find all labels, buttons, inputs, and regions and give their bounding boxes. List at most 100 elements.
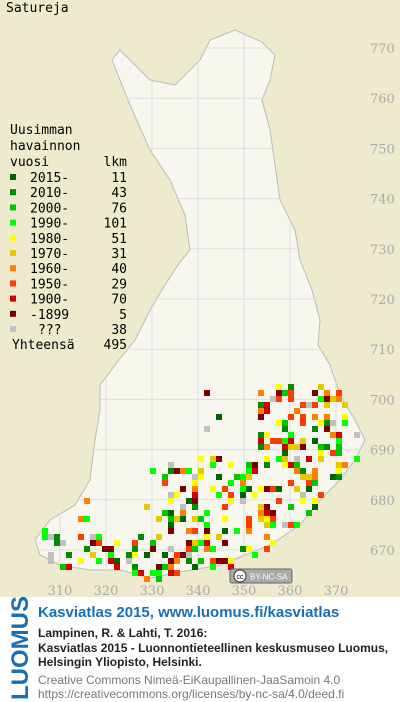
occurrence-dot: [192, 498, 198, 504]
occurrence-dot: [162, 552, 168, 558]
occurrence-dot: [174, 558, 180, 564]
occurrence-dot: [60, 564, 66, 570]
legend-count: 29: [111, 277, 127, 292]
occurrence-dot: [246, 546, 252, 552]
occurrence-dot: [240, 498, 246, 504]
occurrence-dot: [270, 510, 276, 516]
y-grid-label: 770: [370, 42, 395, 57]
occurrence-dot: [210, 456, 216, 462]
species-title: Satureja: [6, 1, 69, 16]
citation: Kasviatlas 2015 - Luonnontieteellinen ke…: [38, 641, 388, 655]
occurrence-dot: [108, 546, 114, 552]
occurrence-dot: [222, 528, 228, 534]
legend-label: 1990-: [30, 217, 69, 232]
occurrence-dot: [294, 486, 300, 492]
occurrence-dot: [276, 456, 282, 462]
occurrence-dot: [336, 450, 342, 456]
occurrence-dot: [264, 516, 270, 522]
occurrence-dot: [306, 480, 312, 486]
occurrence-dot: [204, 534, 210, 540]
occurrence-dot: [246, 486, 252, 492]
occurrence-dot: [258, 408, 264, 414]
occurrence-dot: [354, 432, 360, 438]
occurrence-dot: [300, 498, 306, 504]
occurrence-dot: [132, 540, 138, 546]
occurrence-dot: [330, 450, 336, 456]
legend-count: 70: [111, 293, 127, 308]
occurrence-dot: [168, 558, 174, 564]
occurrence-dot: [282, 462, 288, 468]
occurrence-dot: [192, 504, 198, 510]
occurrence-dot: [264, 504, 270, 510]
occurrence-dot: [174, 570, 180, 576]
cc-text: cc: [237, 574, 245, 581]
occurrence-dot: [276, 384, 282, 390]
occurrence-dot: [294, 462, 300, 468]
occurrence-dot: [312, 504, 318, 510]
occurrence-dot: [150, 546, 156, 552]
occurrence-dot: [168, 546, 174, 552]
legend-heading: vuosi: [10, 155, 49, 170]
occurrence-dot: [258, 516, 264, 522]
occurrence-dot: [180, 468, 186, 474]
occurrence-dot: [276, 396, 282, 402]
occurrence-dot: [210, 564, 216, 570]
occurrence-dot: [312, 438, 318, 444]
occurrence-dot: [354, 456, 360, 462]
occurrence-dot: [132, 564, 138, 570]
occurrence-dot: [114, 558, 120, 564]
legend-count: 51: [111, 232, 127, 247]
occurrence-dot: [300, 444, 306, 450]
occurrence-dot: [240, 480, 246, 486]
occurrence-dot: [168, 492, 174, 498]
legend-heading: havainnon: [10, 139, 80, 154]
occurrence-dot: [192, 546, 198, 552]
occurrence-dot: [228, 498, 234, 504]
footer-link[interactable]: Kasviatlas 2015, www.luomus.fi/kasviatla…: [38, 604, 339, 621]
y-grid-label: 720: [370, 293, 395, 308]
y-grid-label: 690: [370, 444, 395, 459]
legend-label: 1960-: [30, 262, 69, 277]
occurrence-dot: [324, 390, 330, 396]
citation: Lampinen, R. & Lahti, T. 2016:: [38, 626, 207, 640]
occurrence-dot: [282, 456, 288, 462]
occurrence-dot: [282, 522, 288, 528]
occurrence-dot: [210, 546, 216, 552]
grid-labels: 770 760 750 740 730 720 710 700 690 680 670 310 320 3…: [48, 42, 395, 599]
occurrence-dot: [132, 570, 138, 576]
occurrence-dot: [252, 552, 258, 558]
legend-swatch: [10, 189, 16, 196]
occurrence-dot: [114, 540, 120, 546]
occurrence-dot: [114, 564, 120, 570]
occurrence-dot: [156, 576, 162, 582]
legend-label: 2000-: [30, 201, 69, 216]
occurrence-dot: [288, 480, 294, 486]
occurrence-dot: [180, 510, 186, 516]
occurrence-dot: [288, 390, 294, 396]
occurrence-dot: [204, 426, 210, 432]
occurrence-dot: [168, 522, 174, 528]
occurrence-dot: [294, 522, 300, 528]
occurrence-dot: [228, 558, 234, 564]
occurrence-dot: [192, 492, 198, 498]
occurrence-dot: [330, 432, 336, 438]
occurrence-dot: [264, 402, 270, 408]
legend-heading: Uusimman: [10, 123, 73, 138]
occurrence-dot: [330, 474, 336, 480]
occurrence-dot: [198, 456, 204, 462]
occurrence-dot: [90, 540, 96, 546]
legend-swatch: [10, 204, 16, 211]
legend-count: 38: [111, 323, 127, 338]
occurrence-dot: [246, 462, 252, 468]
occurrence-dot: [258, 510, 264, 516]
occurrence-dot: [204, 522, 210, 528]
legend-swatch: [10, 280, 16, 287]
occurrence-dot: [198, 558, 204, 564]
occurrence-dot: [162, 510, 168, 516]
occurrence-dot: [312, 498, 318, 504]
occurrence-dot: [42, 534, 48, 540]
license-url[interactable]: https://creativecommons.org/licenses/by-…: [38, 687, 344, 701]
occurrence-dot: [168, 516, 174, 522]
occurrence-dot: [264, 456, 270, 462]
